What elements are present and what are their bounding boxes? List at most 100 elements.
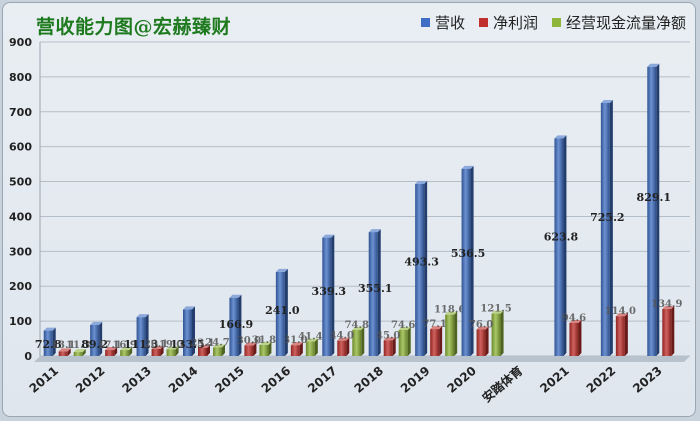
data-label-0-4: 166.9 xyxy=(219,318,253,331)
bar-top-1-1 xyxy=(105,347,118,351)
bar-side-2-3 xyxy=(222,344,225,356)
bar-2-6 xyxy=(352,329,362,356)
data-label-1-2: 20.1 xyxy=(144,339,168,350)
y-tick-label-600: 600 xyxy=(9,141,32,154)
x-tick-label-13: 2023 xyxy=(630,364,665,396)
bar-top-0-6 xyxy=(322,234,335,238)
bar-side-0-2 xyxy=(145,314,149,356)
data-label-2-1: 16.9 xyxy=(112,340,136,351)
bar-top-1-8 xyxy=(430,326,443,330)
bar-side-0-9 xyxy=(470,165,474,356)
bar-side-2-1 xyxy=(129,347,133,356)
bar-top-2-0 xyxy=(73,349,86,353)
bar-top-2-1 xyxy=(120,347,133,351)
bar-top-1-9 xyxy=(476,326,489,330)
bar-2-5 xyxy=(305,341,315,356)
bar-side-1-12 xyxy=(624,313,628,356)
x-tick-label-7: 2018 xyxy=(352,364,387,396)
bar-top-0-13 xyxy=(647,63,660,67)
bar-side-1-2 xyxy=(160,345,164,356)
data-label-0-8: 493.3 xyxy=(404,255,438,268)
bar-2-9 xyxy=(491,313,501,356)
bar-side-0-5 xyxy=(284,268,288,356)
data-label-1-13: 134.9 xyxy=(651,299,682,310)
data-label-2-9: 121.5 xyxy=(480,304,511,315)
y-tick-label-700: 700 xyxy=(9,106,32,119)
bar-side-0-4 xyxy=(238,294,242,356)
bar-side-0-6 xyxy=(331,234,335,356)
bar-0-2 xyxy=(136,317,146,356)
x-tick-label-1: 2012 xyxy=(73,364,108,396)
legend-swatch-operating-cash-flow xyxy=(551,18,561,27)
bar-side-1-3 xyxy=(207,344,210,356)
bar-side-0-12 xyxy=(609,99,613,356)
x-tick-label-8: 2019 xyxy=(398,364,433,396)
bar-0-11 xyxy=(554,138,564,356)
legend-item-revenue: 营收 xyxy=(420,12,465,33)
bar-side-1-13 xyxy=(671,305,675,356)
bar-0-1 xyxy=(90,324,100,356)
legend-swatch-revenue xyxy=(420,18,430,27)
legend-label-operating-cash-flow: 经营现金流量净额 xyxy=(565,14,686,32)
bar-1-6 xyxy=(337,340,347,356)
bar-side-2-8 xyxy=(454,311,458,356)
chart-title: 营收能力图@宏赫臻财 xyxy=(36,16,232,38)
bar-side-2-7 xyxy=(407,326,411,356)
x-tick-label-6: 2017 xyxy=(305,364,340,396)
y-tick-label-500: 500 xyxy=(9,176,32,189)
data-label-1-5: 31.0 xyxy=(283,335,307,346)
bar-side-0-8 xyxy=(424,180,428,356)
data-label-1-4: 30.0 xyxy=(237,336,261,347)
bar-top-0-2 xyxy=(136,314,149,318)
bar-side-1-1 xyxy=(114,347,118,356)
data-label-1-3: 23.1 xyxy=(190,338,214,349)
bar-top-0-11 xyxy=(554,135,567,139)
x-tick-label-2: 2013 xyxy=(119,364,154,396)
bar-1-9 xyxy=(476,329,486,356)
bar-top-0-5 xyxy=(275,268,288,272)
bar-side-1-8 xyxy=(439,326,443,356)
bar-top-1-2 xyxy=(151,345,164,349)
y-tick-label-800: 800 xyxy=(9,71,32,84)
data-label-1-7: 45.0 xyxy=(376,330,400,341)
bar-0-0 xyxy=(43,330,53,356)
bar-side-2-5 xyxy=(314,338,318,356)
data-label-1-1: 17.1 xyxy=(97,340,121,351)
bar-side-1-5 xyxy=(299,342,303,356)
bar-side-1-7 xyxy=(392,337,396,356)
bar-top-2-3 xyxy=(213,344,225,348)
bar-2-3 xyxy=(213,347,222,356)
bar-0-4 xyxy=(229,297,239,356)
bar-top-2-8 xyxy=(445,311,458,315)
legend-label-revenue: 营收 xyxy=(434,14,465,32)
bar-1-3 xyxy=(198,347,207,356)
y-tick-label-200: 200 xyxy=(9,280,32,293)
bar-1-8 xyxy=(430,329,440,356)
x-tick-label-0: 2011 xyxy=(27,364,62,396)
bar-1-5 xyxy=(290,345,300,356)
data-label-0-11: 623.8 xyxy=(544,230,579,243)
data-label-0-2: 111.3 xyxy=(124,338,158,351)
bar-2-7 xyxy=(398,329,408,356)
data-label-0-6: 339.3 xyxy=(312,285,346,298)
bar-top-2-6 xyxy=(352,326,365,330)
bar-2-2 xyxy=(166,349,176,356)
bar-top-1-0 xyxy=(58,348,71,352)
legend-label-net-profit: 净利润 xyxy=(492,14,538,32)
data-label-2-3: 24.7 xyxy=(205,337,229,348)
data-label-0-9: 536.5 xyxy=(451,247,485,260)
x-tick-label-12: 2022 xyxy=(584,364,619,396)
data-label-0-12: 725.2 xyxy=(590,211,624,224)
bar-side-1-0 xyxy=(67,348,71,356)
bar-top-1-6 xyxy=(337,337,350,341)
x-tick-label-9: 2020 xyxy=(444,364,479,396)
bar-0-7 xyxy=(368,232,378,356)
legend-item-net-profit: 净利润 xyxy=(478,12,538,33)
bar-side-0-3 xyxy=(192,306,195,356)
data-label-1-9: 76.0 xyxy=(469,319,493,330)
bar-0-12 xyxy=(600,102,610,356)
y-tick-label-100: 100 xyxy=(9,315,32,328)
y-tick-label-0: 0 xyxy=(24,350,32,363)
data-label-2-5: 41.4 xyxy=(298,332,322,343)
bar-top-0-1 xyxy=(90,321,103,325)
